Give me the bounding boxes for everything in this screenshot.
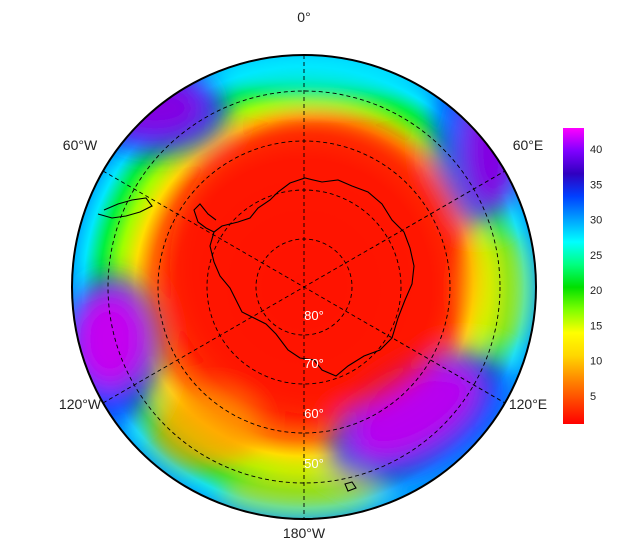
colorbar-ticks: 5 10 15 20 25 30 35 40: [590, 144, 602, 403]
latitude-label-60: 60°: [304, 406, 324, 421]
data-field: [72, 55, 536, 519]
colorbar-tick-label: 40: [590, 144, 602, 156]
colorbar-tick-label: 5: [590, 391, 596, 403]
map-boundary: [71, 54, 537, 520]
longitude-label-0: 0°: [297, 9, 310, 25]
antarctica-coastline: [97, 177, 415, 492]
longitude-label-120w: 120°W: [59, 396, 102, 412]
colorbar-gradient: [563, 128, 584, 424]
colorbar-tick-label: 35: [590, 179, 602, 191]
colorbar-tick-label: 10: [590, 356, 602, 368]
colorbar: 5 10 15 20 25 30 35 40: [563, 128, 602, 424]
longitude-label-60e: 60°E: [513, 137, 544, 153]
latitude-label-70: 70°: [304, 356, 324, 371]
colorbar-tick-label: 20: [590, 285, 602, 297]
latitude-circle-50: [107, 90, 501, 484]
graticule: [102, 55, 506, 519]
longitude-label-120e: 120°E: [509, 396, 547, 412]
meridian-120w-60e: [102, 170, 506, 404]
longitude-label-180w: 180°W: [283, 525, 326, 541]
latitude-label-50: 50°: [304, 456, 324, 471]
latitude-label-80: 80°: [304, 308, 324, 323]
colorbar-tick-label: 25: [590, 250, 602, 262]
longitude-label-60w: 60°W: [63, 137, 98, 153]
colorbar-tick-label: 30: [590, 215, 602, 227]
colorbar-tick-label: 15: [590, 320, 602, 332]
